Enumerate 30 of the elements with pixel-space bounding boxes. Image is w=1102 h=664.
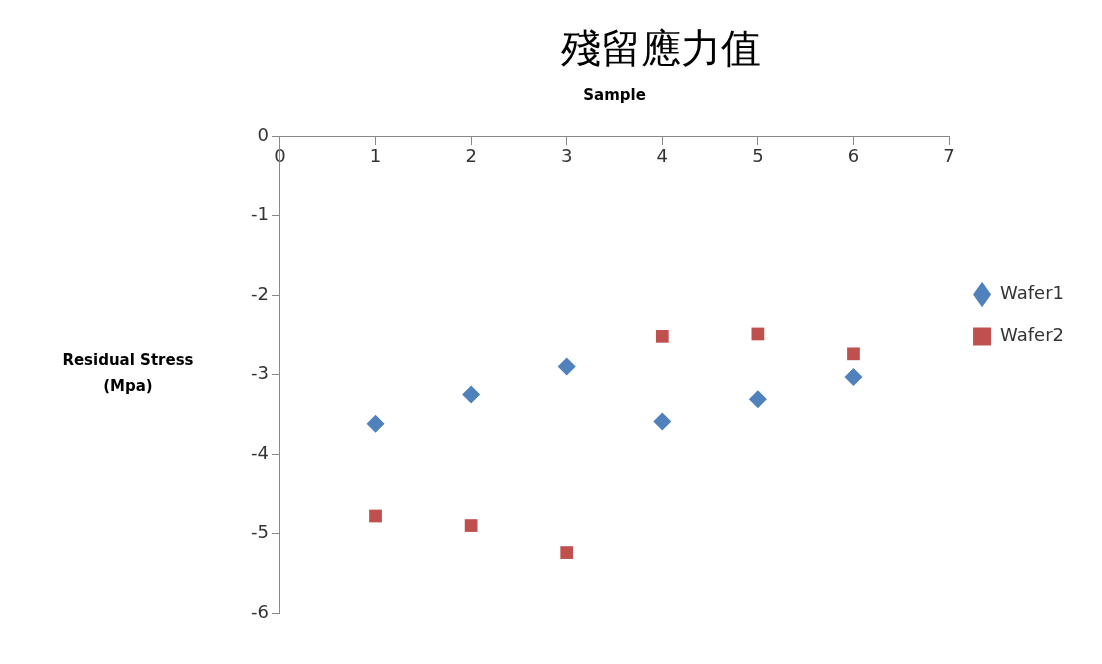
y-tick-label: -4 xyxy=(250,441,269,463)
x-axis-title: Sample xyxy=(583,85,646,104)
y-tick-label: -5 xyxy=(250,521,269,543)
y-tick-label: -1 xyxy=(250,203,269,225)
point xyxy=(844,367,863,386)
y-tick-label: -6 xyxy=(250,600,269,622)
y-tick-label: -3 xyxy=(250,362,269,384)
point xyxy=(560,546,574,559)
x-tick-label: 3 xyxy=(560,145,573,167)
legend-label: Wafer2 xyxy=(1000,324,1065,346)
point xyxy=(366,414,385,433)
chart-title: 殘留應力值 xyxy=(561,25,761,72)
point xyxy=(464,519,478,532)
x-tick-label: 4 xyxy=(656,145,669,167)
point xyxy=(557,357,576,376)
x-tick-label: 2 xyxy=(465,145,477,167)
point xyxy=(748,390,767,409)
x-tick-label: 6 xyxy=(847,145,860,167)
point xyxy=(653,412,672,431)
y-axis-title: Residual Stress (Mpa) xyxy=(62,351,194,396)
point xyxy=(369,509,382,523)
point xyxy=(462,385,481,404)
x-tick-label: 1 xyxy=(369,145,382,167)
point xyxy=(847,347,860,361)
point xyxy=(655,329,669,343)
y-tick-label: 0 xyxy=(257,123,269,145)
legend-label: Wafer1 xyxy=(1000,282,1065,304)
y-tick-label: -2 xyxy=(250,282,269,304)
x-tick-label: 5 xyxy=(752,145,764,167)
x-tick-label: 7 xyxy=(943,145,955,167)
